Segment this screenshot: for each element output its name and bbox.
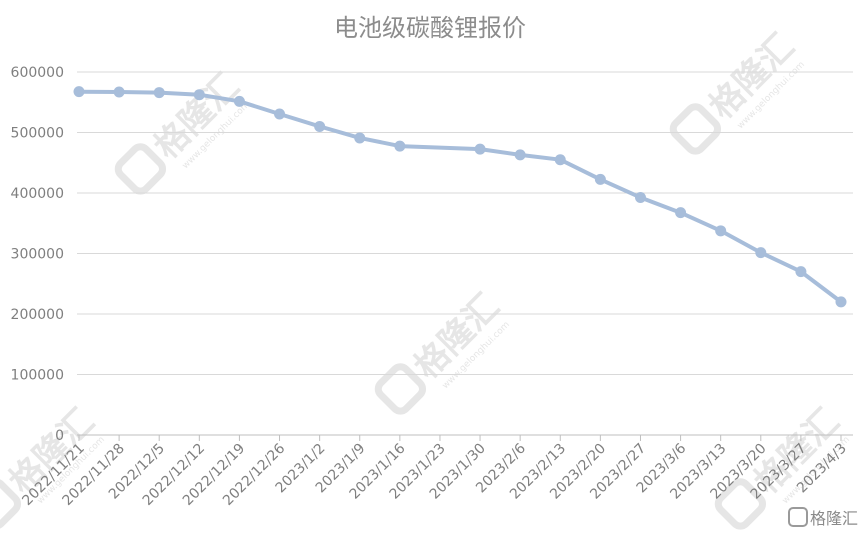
data-point — [634, 192, 646, 204]
data-point — [233, 95, 245, 107]
axes: 0100000200000300000400000500000600000202… — [11, 65, 853, 509]
data-point — [594, 173, 606, 185]
watermark-logo-icon — [669, 103, 722, 155]
brand-logo-text: 格隆汇 — [810, 509, 858, 528]
watermark-logo-icon — [374, 363, 427, 415]
y-tick-label: 600000 — [11, 65, 64, 81]
y-tick-label: 200000 — [11, 307, 64, 323]
data-point — [514, 149, 526, 161]
y-tick-label: 300000 — [11, 247, 64, 263]
data-point — [675, 207, 687, 219]
data-point — [835, 296, 847, 308]
data-point — [314, 120, 326, 132]
data-point — [795, 266, 807, 278]
watermark-logo-icon — [0, 478, 22, 530]
chart-title: 电池级碳酸锂报价 — [334, 14, 526, 42]
data-point — [73, 86, 85, 98]
data-point — [113, 86, 125, 98]
y-tick-label: 0 — [55, 428, 64, 444]
data-point — [153, 87, 165, 99]
data-point — [715, 225, 727, 237]
data-point — [274, 108, 286, 120]
data-point — [354, 132, 366, 144]
y-tick-label: 500000 — [11, 126, 64, 142]
data-point — [554, 154, 566, 166]
y-tick-label: 100000 — [11, 368, 64, 384]
gridlines — [77, 71, 853, 375]
series-layer — [73, 86, 847, 308]
brand-logo: 格隆汇 — [788, 507, 858, 528]
y-tick-label: 400000 — [11, 186, 64, 202]
watermark-logo-icon — [114, 143, 167, 195]
data-point — [474, 143, 486, 155]
data-point — [394, 140, 406, 152]
data-point — [755, 247, 767, 259]
data-point — [193, 89, 205, 101]
gelonghui-logo-icon — [788, 507, 808, 527]
watermark-logo-icon — [714, 478, 767, 530]
